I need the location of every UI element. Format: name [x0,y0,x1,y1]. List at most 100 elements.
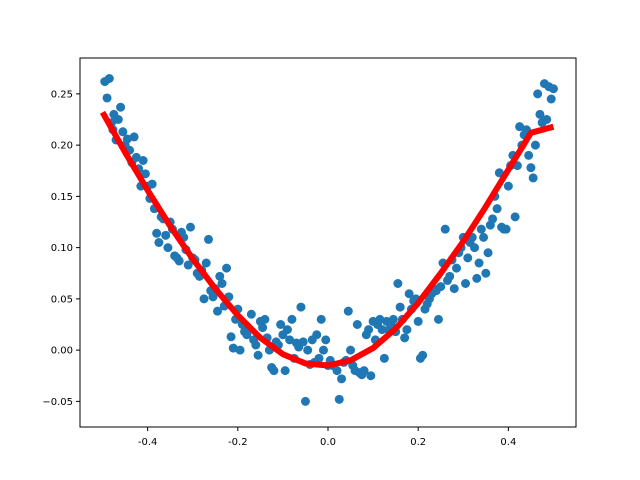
scatter-point [461,279,471,288]
scatter-point [201,258,211,268]
scatter-point [476,224,486,234]
scatter-point [300,396,310,406]
scatter-point [366,371,376,381]
scatter-point [510,212,520,222]
scatter-point [174,256,184,266]
x-axis: -0.4 -0.2 0.0 0.2 0.4 [138,427,516,448]
scatter-point [296,302,306,312]
scatter-point [334,394,344,404]
scatter-point [346,345,356,355]
scatter-point [280,366,290,376]
scatter-point [546,94,556,104]
scatter-point [116,102,126,112]
scatter-point [276,320,286,329]
x-tick-label: -0.4 [138,437,158,448]
y-tick-label: 0.00 [51,346,73,357]
scatter-point [352,320,362,329]
x-tick-label: 0.0 [320,437,336,448]
scatter-point [312,330,322,340]
scatter-point [472,273,482,283]
scatter-point [269,366,279,376]
scatter-point [395,302,405,312]
scatter-point [138,156,148,165]
scatter-point [479,232,489,242]
scatter-point [542,115,552,124]
y-tick-label: −0.05 [42,397,73,408]
scatter-point [535,109,545,119]
scatter-point [436,282,446,292]
scatter-point [332,366,342,376]
scatter-point [379,353,389,363]
scatter-point [185,222,195,232]
scatter-point [526,163,536,173]
scatter-point [303,345,313,355]
scatter-point [161,230,171,240]
scatter-point [215,271,225,281]
scatter-point [113,115,123,124]
scatter-point [449,284,459,294]
scatter-point [492,204,502,214]
scatter-point [359,366,369,376]
scatter-point [217,279,227,288]
scatter-point [343,306,353,316]
scatter-point [503,181,513,191]
y-tick-label: 0.05 [51,294,73,305]
scatter-point [402,325,412,335]
scatter-series [100,74,558,406]
scatter-point [104,74,114,83]
scatter-point [226,332,236,342]
scatter-point [102,93,112,103]
scatter-point [375,314,385,324]
scatter-point [481,268,491,278]
scatter-point [528,173,538,183]
scatter-point [147,179,157,189]
scatter-point [213,306,223,316]
scatter-point [260,314,270,324]
scatter-point [222,263,232,273]
scatter-point [152,228,162,238]
scatter-point [131,152,141,162]
scatter-point [400,333,410,343]
scatter-point [404,289,414,299]
scatter-point [122,134,132,144]
scatter-point [393,279,403,288]
scatter-point [318,345,328,355]
scatter-point [235,345,245,355]
scatter-point [548,84,558,94]
scatter-point [246,309,256,319]
scatter-point [440,224,450,234]
scatter-point [321,335,331,345]
scatter-point [118,127,128,137]
scatter-point [204,234,214,244]
x-tick-label: -0.2 [228,437,248,448]
y-axis: −0.05 0.00 0.05 0.10 0.15 0.20 0.25 [42,89,80,408]
scatter-point [377,325,387,335]
y-tick-label: 0.20 [51,141,73,152]
scatter-point [253,350,263,360]
scatter-point [463,253,473,263]
scatter-point [530,140,540,150]
scatter-point [501,224,511,234]
scatter-point [258,323,268,333]
scatter-point [140,169,150,179]
scatter-point [488,214,498,224]
scatter-point [285,335,295,345]
scatter-point [483,248,493,258]
scatter-point [183,260,193,270]
scatter-point [533,89,543,99]
scatter-point [388,314,398,324]
scatter-point [474,258,484,268]
scatter-point [287,314,297,324]
scatter-point [364,325,374,335]
scatter-point [228,343,238,353]
scatter-point [515,122,525,132]
y-tick-label: 0.10 [51,243,73,254]
scatter-point [433,314,443,324]
scatter-point [163,243,173,253]
fit-line-series [99,110,555,369]
scatter-point [445,271,455,281]
scatter-point [282,325,292,335]
scatter-point [418,350,428,360]
scatter-point [413,316,423,326]
